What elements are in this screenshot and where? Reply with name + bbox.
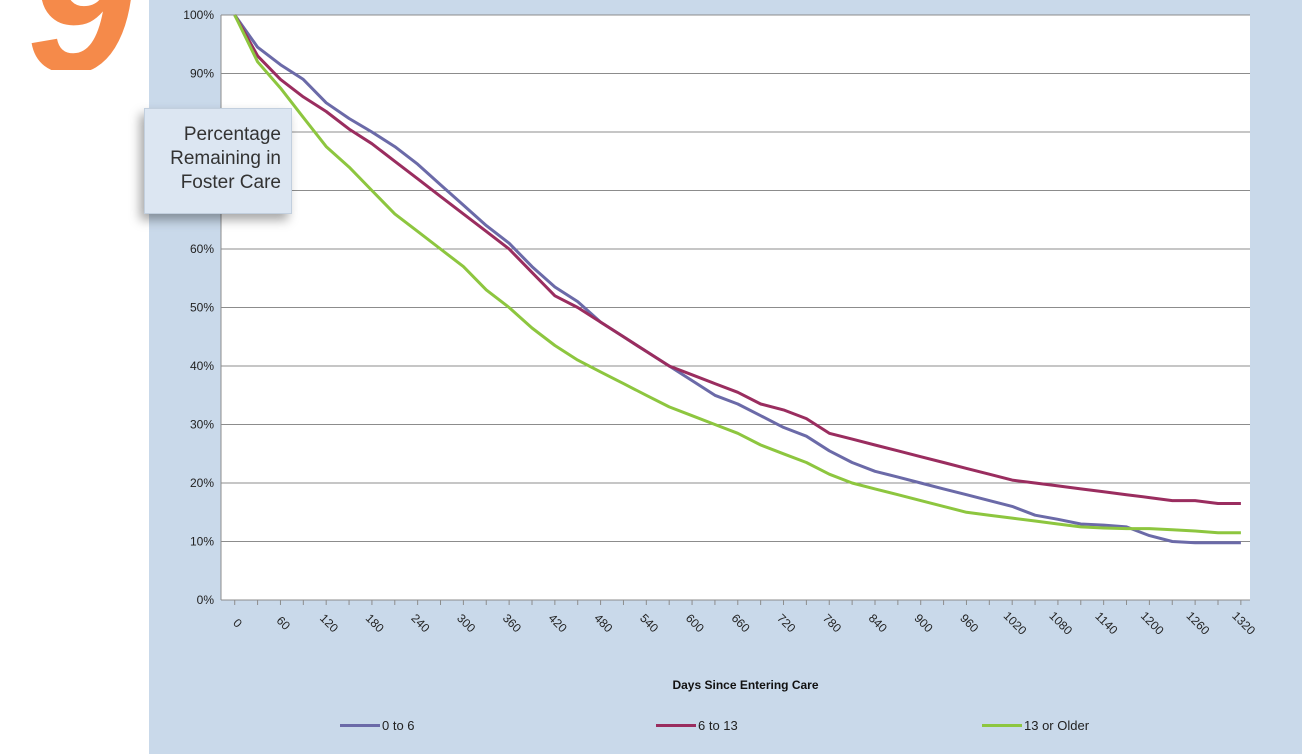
series-line-0	[233, 14, 1241, 545]
chapter-number-badge: 9	[27, 0, 133, 70]
legend-label: 13 or Older	[1024, 718, 1090, 733]
series-line-1	[233, 14, 1241, 505]
x-tick-label: 180	[363, 611, 387, 635]
legend-swatch	[340, 724, 380, 727]
legend-label: 6 to 13	[698, 718, 738, 733]
x-tick-label: 780	[820, 611, 844, 635]
y-axis-label-box: Percentage Remaining in Foster Care	[144, 108, 292, 214]
x-tick-label: 0	[230, 616, 245, 631]
y-tick-label: 60%	[190, 242, 214, 256]
x-tick-label: 1200	[1138, 609, 1167, 638]
series-line-2	[233, 14, 1241, 535]
legend-label: 0 to 6	[382, 718, 415, 733]
x-tick-label: 960	[957, 611, 981, 635]
y-axis-label-line-3: Foster Care	[180, 172, 281, 193]
legend-item-13-or-older: 13 or Older	[982, 718, 1089, 733]
legend-swatch	[982, 724, 1022, 727]
x-tick-label: 1320	[1229, 609, 1258, 638]
x-tick-label: 720	[774, 611, 798, 635]
x-tick-label: 300	[454, 611, 478, 635]
legend-item-6-to-13: 6 to 13	[656, 718, 738, 733]
x-tick-label: 660	[729, 611, 753, 635]
x-tick-label: 1080	[1046, 609, 1075, 638]
badge-digit: 9	[27, 0, 133, 70]
x-tick-label: 480	[591, 611, 615, 635]
x-tick-label: 840	[866, 611, 890, 635]
x-tick-label: 60	[274, 613, 294, 633]
y-tick-label: 90%	[190, 67, 214, 81]
legend-swatch	[656, 724, 696, 727]
x-tick-label: 900	[912, 611, 936, 635]
y-tick-label: 0%	[197, 593, 215, 607]
y-axis-label-line-2: Remaining in	[170, 148, 281, 169]
x-tick-label: 120	[317, 611, 341, 635]
x-tick-label: 1020	[1001, 609, 1030, 638]
x-tick-label: 240	[408, 611, 432, 635]
x-tick-label: 420	[546, 611, 570, 635]
legend-item-0-to-6: 0 to 6	[340, 718, 415, 733]
x-tick-label: 360	[500, 611, 524, 635]
y-tick-label: 20%	[190, 476, 214, 490]
x-tick-label: 1260	[1184, 609, 1213, 638]
y-tick-label: 10%	[190, 535, 214, 549]
y-axis-label-line-1: Percentage	[183, 124, 281, 145]
x-axis-title: Days Since Entering Care	[672, 678, 818, 692]
y-tick-label: 50%	[190, 301, 214, 315]
x-tick-label: 1140	[1092, 609, 1120, 637]
x-tick-label: 600	[683, 611, 707, 635]
y-tick-label: 40%	[190, 359, 214, 373]
y-tick-label: 100%	[183, 8, 214, 22]
y-tick-label: 30%	[190, 418, 214, 432]
x-tick-label: 540	[637, 611, 661, 635]
